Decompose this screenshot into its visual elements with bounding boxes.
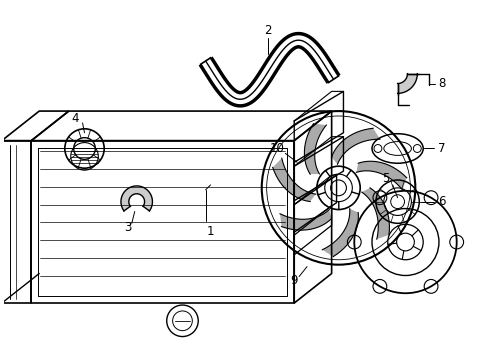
Polygon shape: [280, 210, 332, 230]
Polygon shape: [356, 161, 407, 190]
Polygon shape: [304, 124, 326, 174]
Polygon shape: [121, 186, 152, 211]
Polygon shape: [332, 128, 380, 164]
Text: 5: 5: [382, 171, 390, 185]
Polygon shape: [273, 158, 316, 202]
Polygon shape: [397, 74, 417, 93]
Text: 1: 1: [207, 225, 214, 238]
Text: 4: 4: [71, 112, 78, 125]
Polygon shape: [362, 188, 390, 239]
Text: 7: 7: [438, 142, 446, 155]
Polygon shape: [322, 209, 358, 257]
Text: 9: 9: [291, 274, 298, 287]
Text: 2: 2: [264, 24, 271, 37]
Text: 6: 6: [438, 195, 446, 208]
Text: 10: 10: [270, 142, 285, 155]
Text: 3: 3: [124, 221, 131, 234]
Text: 8: 8: [438, 77, 445, 90]
